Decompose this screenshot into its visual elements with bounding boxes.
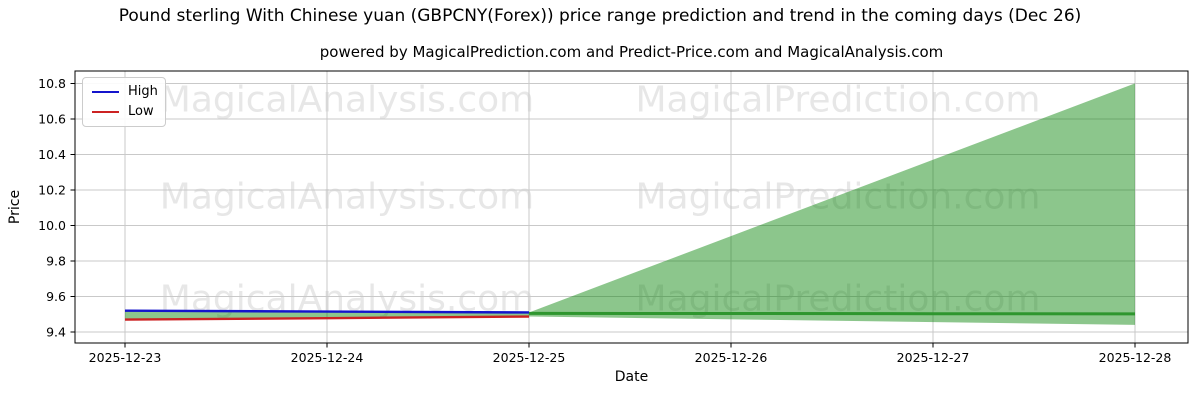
y-tick-label: 10.8 [38, 76, 66, 91]
y-tick-label: 9.6 [46, 289, 66, 304]
x-tick-label: 2025-12-28 [1099, 350, 1172, 365]
x-axis-label: Date [614, 369, 649, 385]
high-line-swatch [92, 91, 119, 93]
y-tick-label: 9.4 [46, 324, 66, 339]
high-line [124, 309, 530, 314]
y-tick-label: 10.0 [38, 218, 66, 233]
y-tick-label: 9.8 [46, 253, 66, 268]
y-tick-label: 10.4 [38, 147, 66, 162]
chart-subtitle: powered by MagicalPrediction.com and Pre… [319, 43, 944, 61]
y-axis-label: Price [7, 189, 23, 225]
legend-item-low: Low [92, 104, 156, 120]
x-tick-label: 2025-12-23 [89, 350, 162, 365]
legend-label-high: High [128, 84, 158, 99]
x-tick-label: 2025-12-26 [695, 350, 768, 365]
prediction-range-band [125, 83, 1135, 325]
legend: High Low [82, 77, 166, 127]
plot-border [74, 70, 1189, 344]
low-line-swatch [92, 111, 119, 113]
y-tick-label: 10.2 [38, 182, 66, 197]
chart-title: Pound sterling With Chinese yuan (GBPCNY… [118, 6, 1082, 26]
low-line [124, 315, 530, 321]
legend-label-low: Low [128, 104, 154, 119]
x-tick-label: 2025-12-25 [493, 350, 566, 365]
x-tick-label: 2025-12-27 [897, 350, 970, 365]
y-tick-label: 10.6 [38, 111, 66, 126]
legend-item-high: High [92, 84, 158, 100]
trend-line [528, 311, 1136, 316]
x-tick-label: 2025-12-24 [291, 350, 364, 365]
